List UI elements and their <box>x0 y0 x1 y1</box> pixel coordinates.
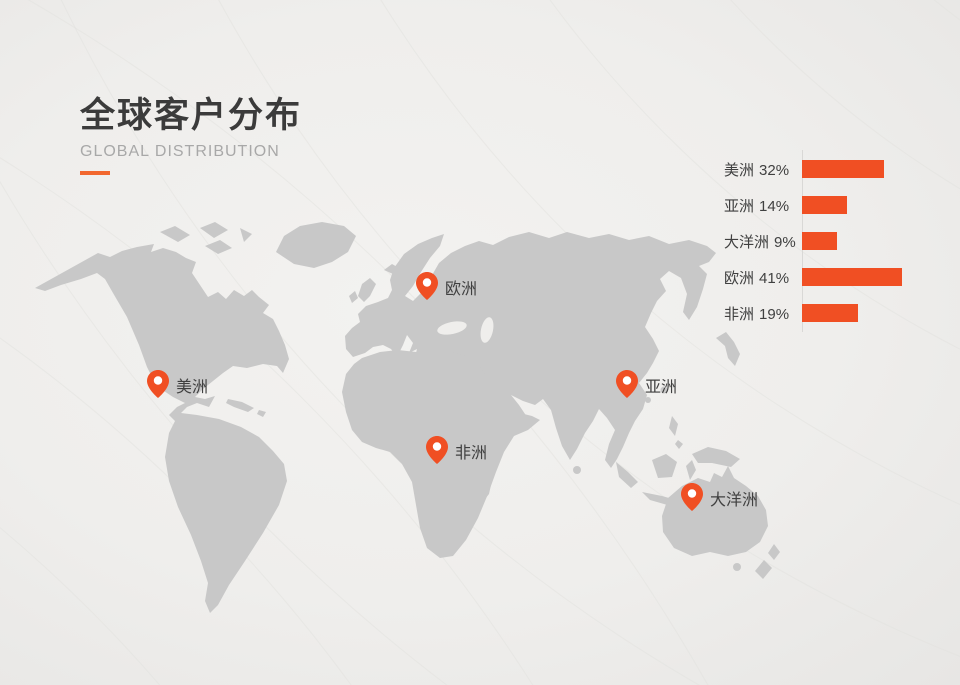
hainan <box>645 397 651 403</box>
philippines <box>669 416 683 449</box>
bar-asia <box>802 196 847 214</box>
legend-label: 欧洲 41% <box>724 269 790 287</box>
marker-label: 非洲 <box>455 445 488 462</box>
legend-row-oceania: 大洋洲 9% <box>724 232 944 251</box>
new-guinea <box>692 447 740 467</box>
legend-label: 非洲 19% <box>724 305 790 323</box>
bar-oceania <box>802 232 837 250</box>
marker-asia: 亚洲 <box>616 370 677 398</box>
legend-row-africa: 非洲 19% <box>724 304 944 323</box>
tasmania <box>733 563 741 571</box>
taiwan <box>660 386 668 394</box>
legend-label: 亚洲 14% <box>724 197 790 215</box>
legend-row-americas: 美洲 32% <box>724 160 944 179</box>
arctic-islands <box>160 222 252 254</box>
legend-label: 大洋洲 9% <box>724 233 796 251</box>
title-block: 全球客户分布 GLOBAL DISTRIBUTION <box>80 96 303 176</box>
bar-europe <box>802 268 902 286</box>
continent-eurasia <box>345 232 716 468</box>
indonesia-islands <box>616 454 696 506</box>
page-title: 全球客户分布 <box>80 96 303 135</box>
legend-row-europe: 欧洲 41% <box>724 268 944 287</box>
page-subtitle: GLOBAL DISTRIBUTION <box>80 143 280 161</box>
legend-label: 美洲 32% <box>724 161 790 179</box>
japan <box>716 332 740 366</box>
sri-lanka <box>573 466 581 474</box>
location-pin-icon <box>147 370 169 398</box>
location-pin-icon <box>426 436 448 464</box>
continent-americas <box>35 244 289 613</box>
bar-africa <box>802 304 858 322</box>
marker-europe: 欧洲 <box>416 272 477 300</box>
marker-label: 欧洲 <box>445 281 478 298</box>
marker-oceania: 大洋洲 <box>681 483 758 511</box>
marker-label: 亚洲 <box>645 379 678 396</box>
legend-row-asia: 亚洲 14% <box>724 196 944 215</box>
title-underline <box>80 171 110 176</box>
new-zealand <box>755 544 780 579</box>
marker-label: 美洲 <box>176 379 209 396</box>
marker-label: 大洋洲 <box>710 492 759 509</box>
legend-chart: 美洲 32% 亚洲 14% 大洋洲 9% 欧洲 41% 非洲 19% <box>724 150 944 340</box>
location-pin-icon <box>681 483 703 511</box>
madagascar <box>475 466 493 504</box>
australia <box>662 466 768 556</box>
location-pin-icon <box>616 370 638 398</box>
marker-africa: 非洲 <box>426 436 487 464</box>
location-pin-icon <box>416 272 438 300</box>
black-sea <box>437 321 467 335</box>
greenland <box>276 222 356 268</box>
caspian-sea <box>480 317 494 343</box>
bar-americas <box>802 160 884 178</box>
united-kingdom <box>349 278 376 303</box>
marker-americas: 美洲 <box>147 370 208 398</box>
caribbean-islands <box>226 399 266 417</box>
